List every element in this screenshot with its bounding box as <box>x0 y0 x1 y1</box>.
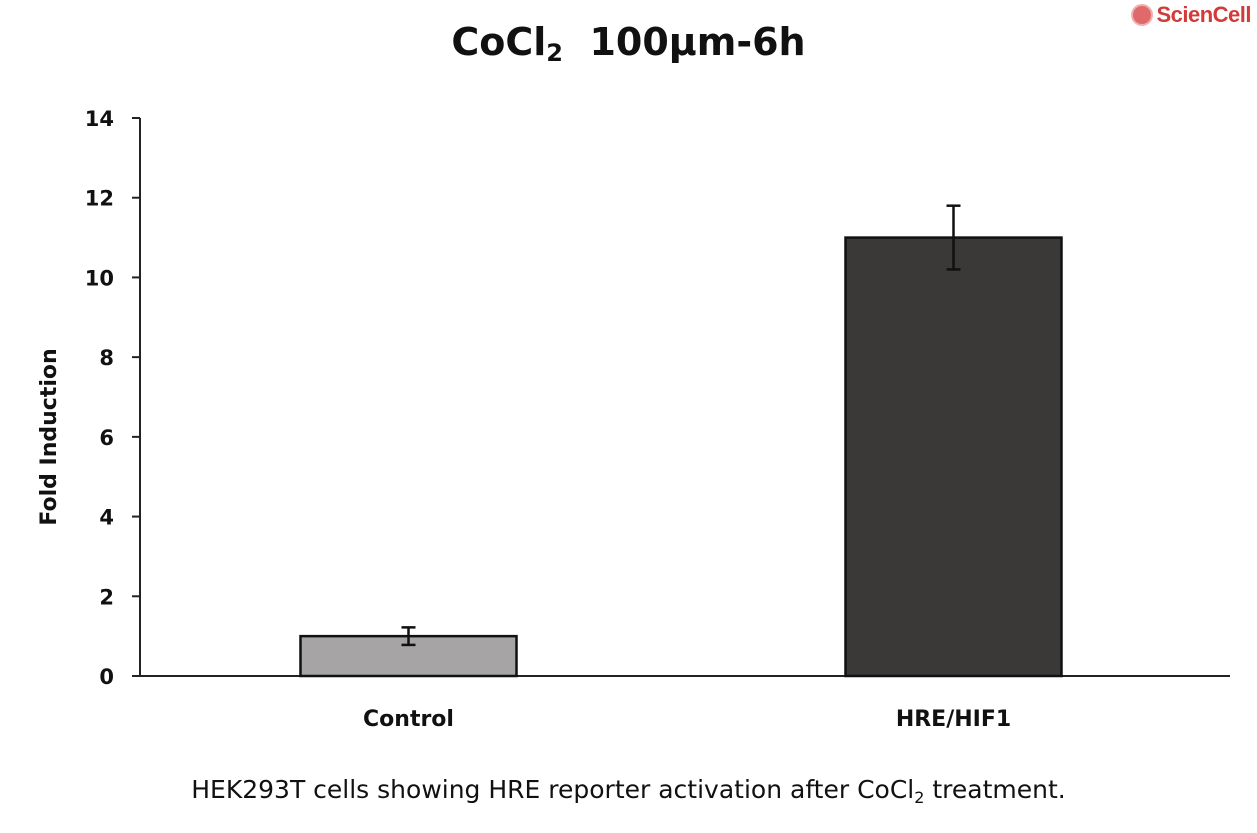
title-subscript: 2 <box>546 39 563 67</box>
y-tick-label: 12 <box>85 187 114 211</box>
y-tick-label: 0 <box>99 665 114 689</box>
title-rest: 100µm-6h <box>563 20 806 64</box>
y-tick-label: 14 <box>85 107 114 131</box>
x-category-label: HRE/HIF1 <box>896 707 1011 732</box>
logo-mark-icon <box>1131 4 1154 26</box>
bar-hre-hif1 <box>844 236 1063 678</box>
sciencell-logo: ScienCell <box>1131 2 1251 28</box>
y-tick-label: 4 <box>99 506 114 530</box>
y-axis-label: Fold Induction <box>37 348 62 525</box>
caption-pre: HEK293T cells showing HRE reporter activ… <box>191 775 915 804</box>
chart-title: CoCl2 100µm-6h <box>0 20 1257 67</box>
y-tick-label: 6 <box>99 426 114 450</box>
y-tick-label: 2 <box>99 585 114 609</box>
figure-caption: HEK293T cells showing HRE reporter activ… <box>0 775 1257 807</box>
y-tick-label: 8 <box>99 346 114 370</box>
x-category-label: Control <box>363 707 454 732</box>
bar-chart: 0 2 4 6 8 10 12 14 Fold Induction Control HRE/HIF1 <box>37 107 1230 732</box>
title-main: CoCl <box>451 20 547 64</box>
caption-post: treatment. <box>924 775 1066 804</box>
y-tick-label: 10 <box>85 266 114 290</box>
logo-text: ScienCell <box>1156 2 1251 27</box>
caption-subscript: 2 <box>914 788 925 807</box>
